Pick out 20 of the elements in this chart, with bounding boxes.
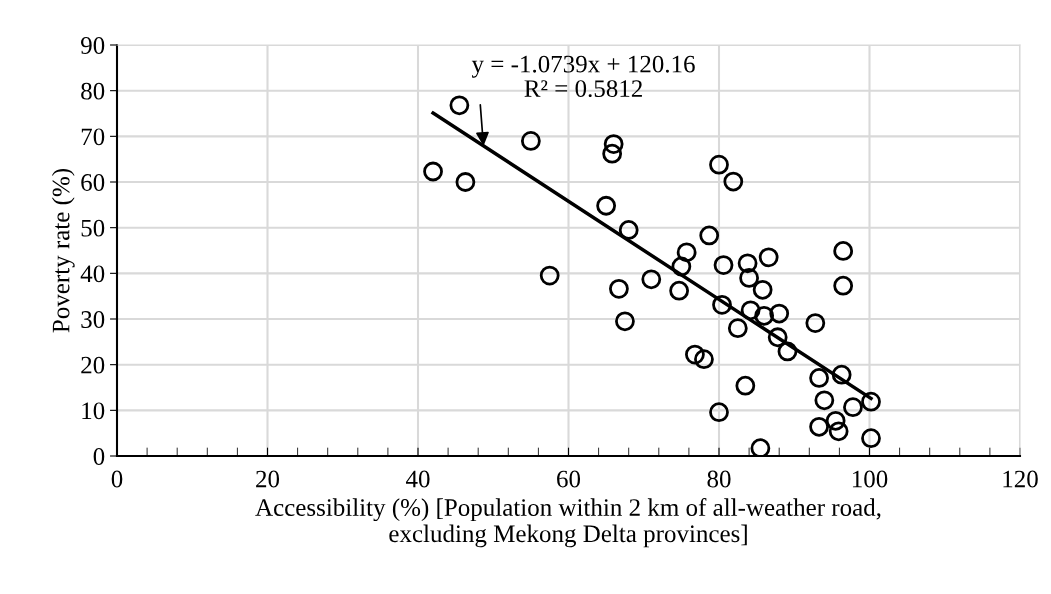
y-tick-label: 10 bbox=[82, 402, 105, 420]
y-tick-label: 0 bbox=[93, 448, 105, 465]
x-axis-title: Accessibility (%) [Population within 2 km of all-weather road, excluding Mekong Delta provinces] bbox=[255, 498, 881, 548]
y-tick-label: 50 bbox=[81, 219, 105, 237]
x-tick-label: 0 bbox=[111, 470, 123, 488]
x-tick-label: 60 bbox=[557, 470, 581, 488]
x-tick-label: 100 bbox=[852, 470, 888, 488]
y-tick-label: 20 bbox=[81, 356, 105, 374]
x-tick-label: 40 bbox=[405, 470, 430, 488]
y-tick-label: 90 bbox=[81, 37, 105, 54]
y-tick-label: 30 bbox=[81, 311, 105, 328]
x-tick-label: 80 bbox=[707, 470, 731, 488]
annotation: y = -1.0739x + 120.16 R² = 0.5812 bbox=[471, 55, 695, 98]
y-tick-label: 70 bbox=[81, 128, 105, 146]
y-axis-title: Poverty rate (%) bbox=[51, 168, 75, 333]
x-tick-label: 20 bbox=[256, 470, 280, 488]
y-tick-label: 40 bbox=[80, 265, 105, 283]
x-tick-label: 120 bbox=[1003, 470, 1038, 488]
y-tick-label: 80 bbox=[81, 82, 105, 100]
y-tick-label: 60 bbox=[81, 174, 105, 191]
